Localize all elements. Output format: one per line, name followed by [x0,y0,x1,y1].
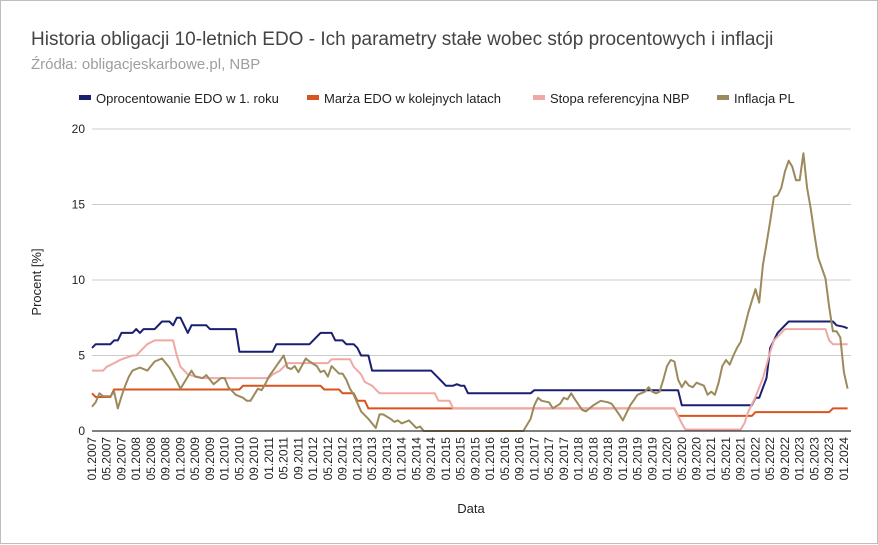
x-tick-label: 09.2020 [690,437,704,481]
x-tick-label: 09.2009 [203,437,217,481]
x-tick-label: 01.2024 [837,437,851,481]
x-tick-label: 09.2022 [778,437,792,481]
legend-label: Stopa referencyjna NBP [550,91,689,106]
legend-item: Marża EDO w kolejnych latach [307,91,501,106]
x-tick-label: 05.2018 [586,437,600,481]
x-tick-label: 01.2017 [527,437,541,481]
x-tick-label: 05.2014 [409,437,423,481]
x-tick-label: 01.2007 [85,437,99,481]
legend-swatch [717,95,729,100]
series-line-1 [91,384,848,417]
x-tick-label: 05.2012 [321,437,335,481]
x-tick-label: 01.2008 [129,437,143,481]
series-line-0 [91,316,848,407]
x-tick-label: 01.2013 [350,437,364,481]
series-line-2 [92,328,848,431]
x-tick-label: 01.2009 [173,437,187,481]
legend-label: Inflacja PL [734,91,795,106]
x-tick-label: 01.2015 [439,437,453,481]
x-tick-label: 09.2008 [159,437,173,481]
y-tick-label: 0 [78,424,85,438]
legend-swatch [307,95,319,100]
x-tick-label: 01.2012 [306,437,320,481]
x-tick-label: 01.2014 [395,437,409,481]
x-axis-label: Data [457,501,485,516]
x-tick-label: 05.2022 [763,437,777,481]
legend-item: Inflacja PL [717,91,795,106]
x-tick-label: 05.2013 [365,437,379,481]
x-tick-label: 05.2023 [807,437,821,481]
x-tick-label: 09.2016 [513,437,527,481]
x-tick-label: 09.2014 [424,437,438,481]
x-tick-label: 05.2016 [498,437,512,481]
x-tick-label: 05.2019 [631,437,645,481]
legend-item: Stopa referencyjna NBP [533,91,689,106]
legend-label: Marża EDO w kolejnych latach [324,91,501,106]
x-tick-label: 09.2017 [557,437,571,481]
x-tick-label: 09.2010 [247,437,261,481]
x-tick-label: 01.2022 [748,437,762,481]
x-tick-label: 09.2018 [601,437,615,481]
x-tick-label: 05.2015 [454,437,468,481]
x-tick-label: 09.2015 [468,437,482,481]
y-axis-ticks: 0 5 10 15 20 [72,122,86,438]
x-tick-label: 09.2023 [822,437,836,481]
series-lines [91,152,849,432]
legend: Oprocentowanie EDO w 1. roku Marża EDO w … [79,91,795,106]
x-tick-label: 01.2011 [262,437,276,480]
y-axis-label: Procent [%] [29,248,44,315]
y-tick-label: 20 [72,122,86,136]
x-tick-label: 05.2020 [675,437,689,481]
x-tick-label: 01.2020 [660,437,674,481]
x-tick-label: 05.2011 [277,437,291,480]
x-tick-label: 05.2008 [144,437,158,481]
legend-swatch [79,95,91,100]
y-tick-label: 15 [72,198,86,212]
legend-label: Oprocentowanie EDO w 1. roku [96,91,279,106]
x-tick-label: 05.2010 [232,437,246,481]
legend-swatch [533,95,545,100]
x-tick-label: 01.2010 [218,437,232,481]
x-tick-label: 05.2021 [719,437,733,481]
x-tick-label: 09.2007 [114,437,128,481]
x-tick-label: 09.2019 [645,437,659,481]
x-tick-label: 09.2021 [734,437,748,481]
x-tick-label: 01.2023 [793,437,807,481]
x-tick-label: 05.2017 [542,437,556,481]
chart-title: Historia obligacji 10-letnich EDO - Ich … [31,29,773,50]
y-tick-label: 10 [72,273,86,287]
x-axis-ticks: 01.2007 05.2007 09.2007 01.2008 05.2008 09.20… [85,437,851,481]
x-tick-label: 05.2007 [100,437,114,481]
x-tick-label: 09.2013 [380,437,394,481]
chart-subtitle: Źródła: obligacjeskarbowe.pl, NBP [31,56,260,73]
y-tick-label: 5 [78,349,85,363]
x-tick-label: 01.2019 [616,437,630,481]
legend-item: Oprocentowanie EDO w 1. roku [79,91,279,106]
x-tick-label: 01.2016 [483,437,497,481]
x-tick-label: 01.2018 [572,437,586,481]
series-line-3 [91,152,849,432]
gridlines [92,128,851,356]
x-tick-label: 09.2011 [291,437,305,480]
x-tick-label: 09.2012 [336,437,350,481]
x-tick-label: 05.2009 [188,437,202,481]
x-tick-label: 01.2021 [704,437,718,481]
